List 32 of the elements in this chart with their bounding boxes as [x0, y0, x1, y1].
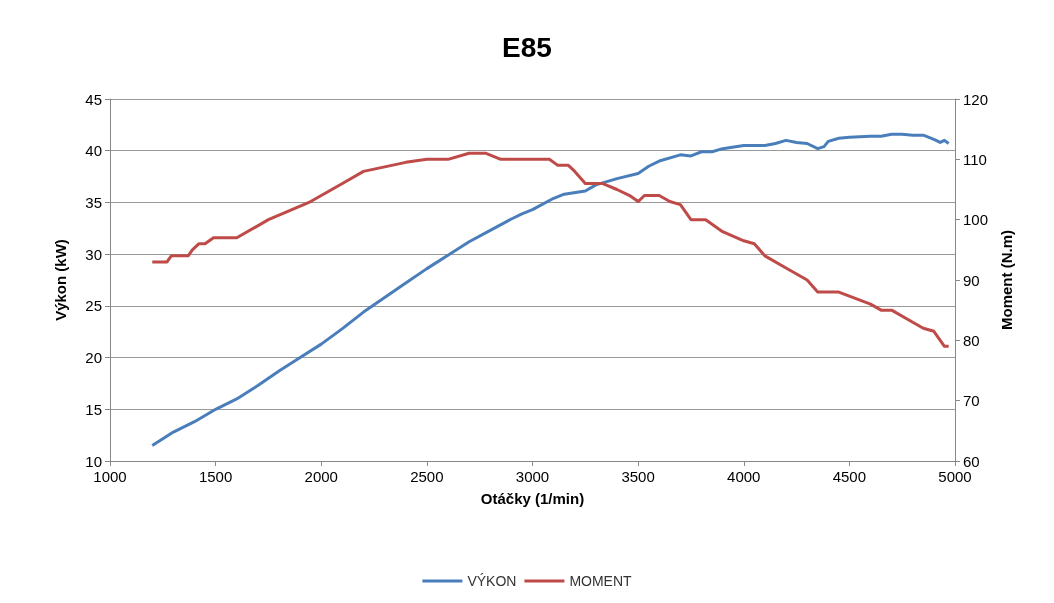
- legend-label: MOMENT: [569, 573, 633, 589]
- y-tick-label: 45: [85, 90, 102, 108]
- y2-tick-label: 110: [963, 150, 987, 168]
- x-tick-label: 2000: [304, 468, 338, 485]
- x-tick-label: 2500: [410, 468, 444, 485]
- x-tick-label: 1500: [198, 468, 233, 485]
- y2-tick-label: 70: [963, 392, 980, 410]
- y-tick-label: 20: [85, 349, 102, 367]
- y-tick-label: 10: [85, 452, 102, 470]
- y2-axis-title: Moment (N.m): [997, 230, 1015, 330]
- y-axis-title: Výkon (kW): [52, 239, 69, 321]
- y-tick-label: 40: [85, 142, 102, 160]
- y-tick-label: 30: [85, 245, 102, 263]
- y2-tick-label: 60: [963, 452, 980, 470]
- y-tick-label: 35: [85, 193, 102, 211]
- legend-label: VÝKON: [467, 573, 517, 589]
- x-tick-label: 3500: [621, 468, 655, 485]
- x-tick-label: 4000: [727, 468, 761, 485]
- y-tick-label: 25: [85, 297, 102, 315]
- y2-tick-label: 80: [963, 331, 980, 349]
- y2-tick-label: 100: [963, 211, 989, 229]
- x-tick-label: 3000: [515, 468, 550, 485]
- x-tick-label: 1000: [93, 468, 127, 485]
- y-tick-label: 15: [85, 400, 102, 418]
- x-axis-title: Otáčky (1/min): [480, 490, 585, 507]
- chart-title: E85: [502, 31, 552, 63]
- y2-tick-label: 90: [963, 271, 980, 289]
- line-series: [150, 132, 951, 447]
- x-tick-label: 4500: [832, 468, 867, 485]
- y2-tick-label: 120: [963, 90, 989, 108]
- x-tick-label: 5000: [938, 468, 972, 485]
- line-series: [150, 151, 951, 348]
